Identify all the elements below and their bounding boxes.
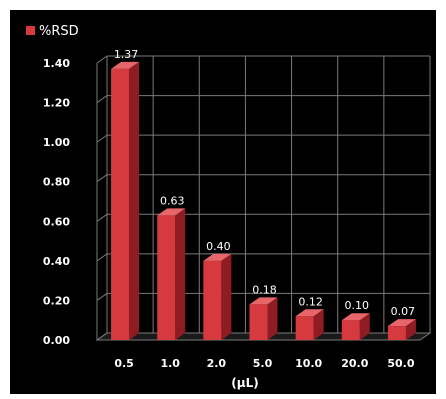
x-tick-label: 10.0	[295, 357, 322, 370]
bar-top	[249, 297, 278, 305]
data-label: 0.63	[160, 194, 185, 207]
y-tick-label: 1.40	[43, 57, 70, 70]
bar-front	[249, 304, 268, 340]
data-label: 0.10	[345, 299, 370, 312]
bar-front	[203, 260, 222, 340]
bar-front	[341, 320, 360, 340]
bar	[387, 319, 416, 340]
chart-svg: %RSD 0.00 0.20 0.40 0.60 0.80 1.00 1.20 1.40 0.…	[26, 24, 432, 390]
bar	[295, 309, 324, 340]
bar-top	[387, 319, 416, 327]
data-label: 0.07	[391, 305, 416, 318]
x-tick-label: 0.5	[114, 357, 134, 370]
bar-front	[387, 326, 406, 340]
bar-top	[111, 61, 140, 69]
bar-side	[313, 309, 324, 340]
x-tick-label: 2.0	[207, 357, 227, 370]
bar	[203, 253, 232, 340]
bar-side	[175, 208, 186, 340]
data-label: 1.37	[114, 48, 139, 61]
bar-front	[295, 316, 314, 340]
y-tick-label: 0.60	[43, 215, 70, 228]
x-tick-label: 1.0	[160, 357, 180, 370]
y-tick-label: 1.20	[43, 97, 70, 110]
data-labels: 1.37 0.63 0.40 0.18 0.12 0.10 0.07	[114, 48, 415, 318]
bar-top	[203, 253, 232, 261]
grid	[95, 55, 432, 341]
x-axis-label: (µL)	[231, 376, 258, 390]
bar-front	[111, 68, 130, 340]
grid-line-side	[96, 293, 108, 301]
grid-line-side	[96, 174, 108, 183]
data-label: 0.12	[298, 295, 323, 308]
y-tick-label: 0.00	[43, 334, 70, 347]
bar-side	[405, 319, 416, 340]
bar	[111, 61, 140, 340]
y-tick-labels: 0.00 0.20 0.40 0.60 0.80 1.00 1.20 1.40	[43, 57, 70, 347]
bar	[341, 313, 370, 340]
bar-side	[221, 253, 232, 340]
y-tick-label: 0.40	[43, 255, 70, 268]
bars	[111, 61, 416, 340]
grid-line-side	[96, 213, 108, 222]
y-tick-label: 1.00	[43, 136, 70, 149]
bar-top	[341, 313, 370, 321]
bar-side	[267, 297, 278, 340]
x-tick-labels: 0.5 1.0 2.0 5.0 10.0 20.0 50.0	[114, 357, 415, 370]
grid-line-side	[96, 253, 108, 262]
grid-line-side	[96, 134, 108, 143]
bar-front	[157, 215, 176, 340]
x-tick-label: 20.0	[341, 357, 368, 370]
grid-line-side	[96, 332, 108, 341]
grid-line-side	[96, 55, 108, 64]
data-label: 0.40	[206, 240, 231, 253]
data-label: 0.18	[252, 283, 277, 296]
legend: %RSD	[26, 24, 79, 39]
legend-label: %RSD	[39, 24, 79, 39]
x-tick-label: 5.0	[253, 357, 273, 370]
bar	[249, 297, 278, 340]
bar-side	[129, 61, 140, 340]
grid-line-side	[96, 95, 108, 103]
y-tick-label: 0.80	[43, 176, 70, 189]
y-tick-label: 0.20	[43, 294, 70, 307]
bar	[157, 208, 186, 340]
bar-top	[295, 309, 324, 317]
x-tick-label: 50.0	[387, 357, 414, 370]
legend-swatch	[26, 26, 35, 35]
chart-frame: %RSD 0.00 0.20 0.40 0.60 0.80 1.00 1.20 1.40 0.…	[10, 10, 436, 394]
bar-side	[359, 313, 370, 340]
bar-top	[157, 208, 186, 216]
